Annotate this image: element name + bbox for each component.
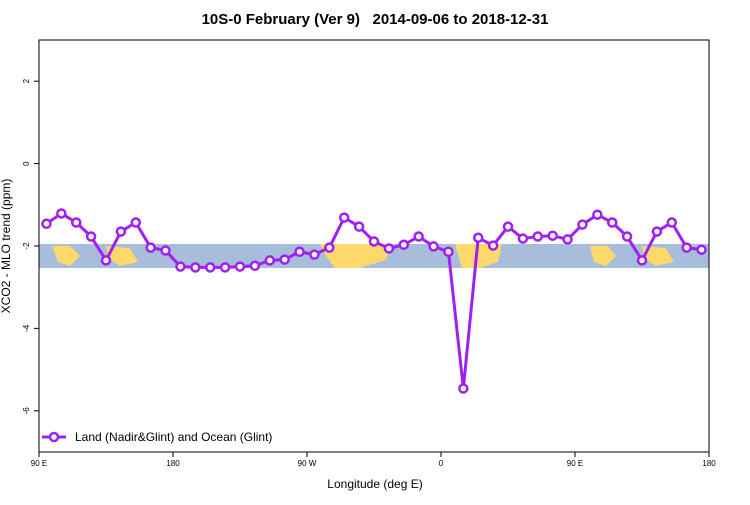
data-point	[666, 217, 678, 228]
data-point	[353, 221, 365, 232]
y-tick-label: -6	[22, 407, 31, 415]
y-tick-label: -4	[22, 324, 31, 332]
data-point	[681, 242, 692, 253]
data-point	[145, 242, 156, 253]
x-tick-label: 0	[439, 459, 444, 468]
data-point	[294, 246, 305, 258]
data-point	[309, 249, 320, 260]
data-point	[115, 226, 127, 237]
data-point	[562, 234, 573, 245]
data-point	[204, 262, 216, 273]
data-point	[651, 226, 663, 237]
legend-label: Land (Nadir&Glint) and Ocean (Glint)	[75, 430, 272, 444]
data-point	[532, 231, 544, 242]
data-point	[428, 241, 439, 252]
data-point	[234, 261, 246, 272]
data-point	[219, 262, 231, 273]
data-point	[249, 260, 261, 272]
data-point	[606, 217, 618, 228]
legend-marker	[48, 431, 60, 443]
data-point	[547, 230, 558, 241]
y-axis-label: XCO2 - MLO trend (ppm)	[0, 179, 13, 314]
data-point	[592, 209, 603, 220]
data-point	[130, 217, 142, 228]
data-point	[70, 217, 82, 228]
data-point	[85, 231, 97, 242]
x-tick-label: 180	[702, 459, 716, 468]
data-point	[413, 231, 424, 242]
y-tick-label: -2	[22, 242, 31, 250]
data-point	[100, 255, 112, 266]
data-point	[487, 240, 499, 251]
map-strip	[39, 244, 709, 268]
x-axis-label: Longitude (deg E)	[327, 477, 422, 491]
data-point	[502, 221, 514, 232]
data-point	[517, 233, 529, 244]
data-point	[696, 244, 707, 255]
data-point	[472, 232, 484, 244]
data-point	[398, 239, 410, 251]
data-point	[383, 243, 395, 254]
data-point	[443, 246, 454, 258]
x-tick-label: 180	[166, 459, 180, 468]
data-point	[56, 208, 67, 219]
data-point	[175, 261, 186, 272]
data-point	[41, 218, 52, 230]
data-point	[279, 254, 290, 265]
x-tick-label: 90 E	[31, 459, 47, 468]
data-point	[160, 245, 171, 256]
data-point	[577, 219, 588, 230]
data-point	[264, 255, 276, 266]
data-point	[190, 262, 201, 273]
x-tick-label: 90 W	[298, 459, 317, 468]
data-point	[324, 242, 335, 253]
y-tick-label: 0	[22, 161, 31, 166]
x-tick-label: 90 E	[567, 459, 583, 468]
data-point	[458, 383, 469, 394]
data-point	[338, 212, 350, 223]
data-point	[368, 236, 380, 247]
data-point	[636, 255, 648, 266]
data-point	[621, 231, 633, 242]
chart-title: 10S-0 February (Ver 9) 2014-09-06 to 201…	[202, 11, 549, 28]
y-tick-label: 2	[22, 78, 31, 83]
